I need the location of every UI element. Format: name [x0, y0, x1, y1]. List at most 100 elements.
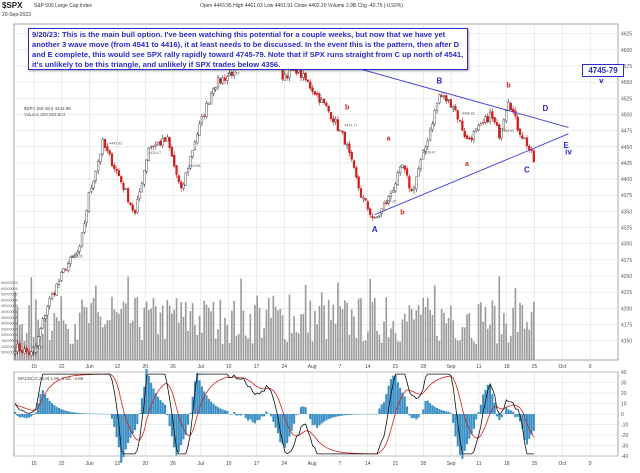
volume-bar	[95, 285, 97, 360]
volume-bar	[274, 306, 277, 360]
x-tick-label: Jul	[198, 364, 204, 370]
candle-body	[378, 214, 381, 217]
volume-bar	[470, 337, 473, 360]
candle-body	[452, 106, 455, 109]
macd-histogram-bar	[260, 414, 263, 417]
candle-body	[170, 147, 174, 157]
macd-histogram-bar	[318, 414, 321, 426]
volume-bar	[16, 306, 19, 360]
volume-bar	[71, 343, 74, 360]
volume-bar	[214, 338, 217, 360]
volume-bar	[316, 324, 318, 360]
macd-histogram-bar	[302, 406, 305, 414]
candle-body	[101, 139, 104, 155]
candle-body	[113, 164, 116, 169]
macd-histogram-bar	[431, 405, 434, 414]
candle-body	[16, 344, 19, 352]
candle-body	[212, 88, 215, 95]
x-tick-label: 22	[59, 364, 65, 370]
macd-histogram-bar	[69, 411, 72, 414]
candle-body	[80, 232, 84, 247]
volume-bar	[279, 308, 282, 360]
chart-symbol: $SPX	[2, 1, 23, 10]
candle-body	[283, 74, 286, 81]
x-tick-label-bottom: 14	[365, 461, 371, 467]
candle-body	[207, 102, 210, 105]
volume-bar	[42, 333, 44, 360]
volume-bar	[212, 301, 215, 360]
macd-histogram-bar	[184, 414, 187, 435]
macd-histogram-bar	[475, 414, 478, 420]
volume-tick-label: 40000000	[1, 310, 18, 314]
volume-bar	[431, 315, 434, 360]
macd-histogram-bar	[350, 414, 353, 415]
candle-body	[530, 149, 533, 151]
volume-bar	[48, 340, 51, 360]
macd-histogram-bar	[341, 414, 344, 416]
volume-bar	[28, 305, 30, 360]
volume-bar	[76, 339, 79, 360]
volume-bar	[254, 305, 256, 360]
macd-histogram-bar	[521, 414, 524, 429]
candle-body	[64, 269, 67, 271]
candle-body	[350, 151, 353, 160]
volume-bar	[219, 299, 222, 360]
macd-histogram-bar	[290, 414, 293, 431]
macd-histogram-bar	[530, 414, 533, 435]
candle-body	[415, 176, 418, 190]
volume-bar	[131, 320, 134, 360]
volume-bar	[51, 330, 53, 360]
macd-histogram-bar	[465, 414, 469, 445]
macd-histogram-bar	[408, 414, 411, 416]
volume-bar	[154, 306, 157, 360]
macd-histogram-bar	[170, 414, 173, 437]
macd-histogram-bar	[486, 384, 489, 414]
x-tick-label-bottom: Sep	[447, 461, 456, 467]
candle-body	[94, 171, 97, 181]
candle-body	[465, 135, 469, 140]
volume-bar	[461, 326, 464, 360]
macd-tick-label: 30	[621, 381, 627, 387]
macd-histogram-bar	[380, 404, 383, 414]
macd-histogram-bar	[438, 409, 441, 414]
volume-bar	[196, 334, 199, 360]
candle-body	[336, 119, 340, 131]
macd-histogram-bar	[311, 414, 314, 426]
candle-body	[525, 137, 529, 147]
macd-histogram-bar	[129, 414, 132, 438]
volume-layer	[14, 276, 535, 360]
candle-body	[147, 147, 150, 161]
x-tick-label-bottom: 10	[226, 461, 232, 467]
wave-label: b	[506, 82, 510, 89]
candle-body	[346, 144, 349, 146]
volume-bar	[85, 307, 88, 360]
price-tick-label: 4350	[621, 209, 632, 215]
volume-bar	[415, 310, 418, 360]
volume-bar	[272, 295, 275, 360]
volume-bar	[164, 339, 166, 360]
macd-histogram-bar	[468, 414, 471, 439]
candle-body	[99, 153, 102, 163]
macd-histogram-bar	[168, 414, 171, 427]
macd-histogram-bar	[512, 411, 515, 414]
candle-body	[216, 77, 220, 88]
candle-body	[435, 103, 439, 111]
volume-bar	[53, 312, 56, 360]
volume-bar	[65, 324, 67, 360]
volume-bar	[284, 339, 286, 360]
volume-bar	[410, 309, 413, 360]
macd-histogram-bar	[348, 414, 351, 415]
volume-bar	[187, 331, 189, 360]
volume-bar	[452, 320, 454, 360]
volume-bar	[385, 297, 388, 360]
candle-body	[484, 116, 487, 123]
volume-bar	[443, 312, 445, 360]
candle-body	[196, 134, 199, 144]
volume-bar	[267, 298, 270, 360]
macd-histogram-bar	[502, 413, 505, 414]
volume-bar	[297, 333, 300, 360]
volume-bar	[491, 300, 494, 360]
volume-tick-label: 45000000	[1, 304, 18, 308]
x-tick-label: Aug	[308, 364, 317, 370]
macd-histogram-bar	[161, 402, 164, 414]
